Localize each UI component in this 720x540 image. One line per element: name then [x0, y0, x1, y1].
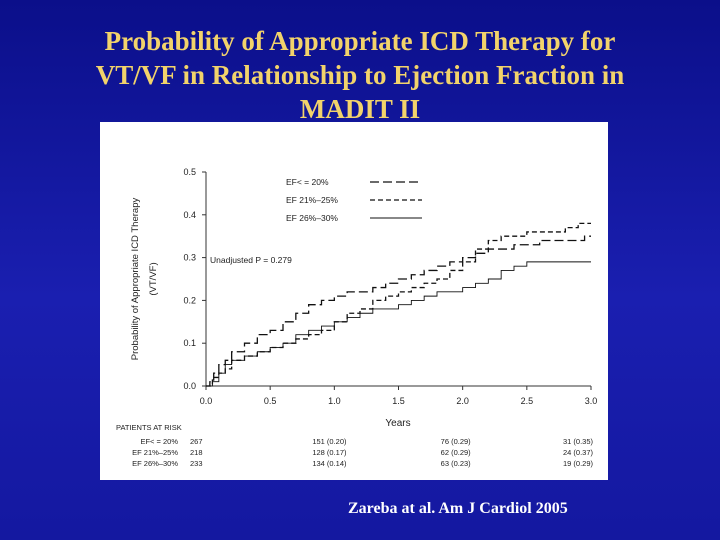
- y-axis-label-unit: (VT/VF): [148, 262, 159, 295]
- risk-row-label: EF< = 20%: [140, 437, 178, 446]
- risk-cell: 19 (0.29): [563, 459, 594, 468]
- series-line-1: [206, 235, 591, 387]
- legend-label-1: EF< = 20%: [286, 177, 329, 187]
- risk-cell: 63 (0.23): [441, 459, 472, 468]
- citation: Zareba at al. Am J Cardiol 2005: [348, 500, 568, 517]
- chart-series: [206, 222, 591, 387]
- risk-table-header: PATIENTS AT RISK: [116, 423, 182, 432]
- risk-table: PATIENTS AT RISK EF< = 20% 267 151 (0.20) 76…: [116, 423, 594, 468]
- chart-legend: EF< = 20% EF 21%–25% EF 26%–30%: [286, 177, 422, 223]
- x-tick-label: 2.0: [456, 396, 469, 406]
- y-tick-label: 0.3: [183, 253, 196, 263]
- risk-cell: 233: [190, 459, 203, 468]
- risk-cell: 76 (0.29): [441, 437, 472, 446]
- y-tick-label: 0.5: [183, 167, 196, 177]
- legend-label-3: EF 26%–30%: [286, 213, 338, 223]
- x-tick-label: 1.5: [392, 396, 405, 406]
- x-tick-label: 0.5: [264, 396, 277, 406]
- title-line-1: Probability of Appropriate ICD Therapy f…: [104, 26, 616, 56]
- risk-cell: 151 (0.20): [312, 437, 347, 446]
- y-tick-label: 0.0: [183, 381, 196, 391]
- slide-title: Probability of Appropriate ICD Therapy f…: [0, 24, 720, 126]
- chart-ticks: 0.0 0.1 0.2 0.3 0.4 0.5 0.0 0.5 1.0 1.5 2.0 2.5 3.0: [183, 167, 597, 406]
- x-tick-label: 0.0: [200, 396, 213, 406]
- title-line-2: VT/VF in Relationship to Ejection Fracti…: [95, 60, 625, 90]
- risk-cell: 128 (0.17): [312, 448, 347, 457]
- chart-panel: 0.0 0.1 0.2 0.3 0.4 0.5 0.0 0.5 1.0 1.5 2.0 2.5 3.0 …: [100, 122, 608, 480]
- km-chart: 0.00.10.20.30.40.50.0 0.5 1.0 1.5 2.0 2.5 3.0 …: [116, 167, 597, 468]
- title-line-3: MADIT II: [299, 94, 421, 124]
- x-tick-label: 1.0: [328, 396, 341, 406]
- legend-label-2: EF 21%–25%: [286, 195, 338, 205]
- risk-cell: 218: [190, 448, 203, 457]
- risk-cell: 267: [190, 437, 203, 446]
- risk-cell: 24 (0.37): [563, 448, 594, 457]
- risk-row-label: EF 26%–30%: [132, 459, 178, 468]
- series-line-3: [206, 261, 591, 387]
- risk-row-label: EF 21%–25%: [132, 448, 178, 457]
- y-tick-label: 0.2: [183, 295, 196, 305]
- x-axis-label: Years: [385, 418, 410, 429]
- y-tick-label: 0.1: [183, 338, 196, 348]
- x-tick-label: 2.5: [521, 396, 534, 406]
- x-tick-label: 3.0: [585, 396, 598, 406]
- y-tick-label: 0.4: [183, 210, 196, 220]
- y-axis-label: Probability of Appropriate ICD Therapy: [130, 198, 141, 361]
- risk-cell: 31 (0.35): [563, 437, 594, 446]
- risk-cell: 134 (0.14): [312, 459, 347, 468]
- p-value-annotation: Unadjusted P = 0.279: [210, 255, 292, 265]
- risk-cell: 62 (0.29): [441, 448, 472, 457]
